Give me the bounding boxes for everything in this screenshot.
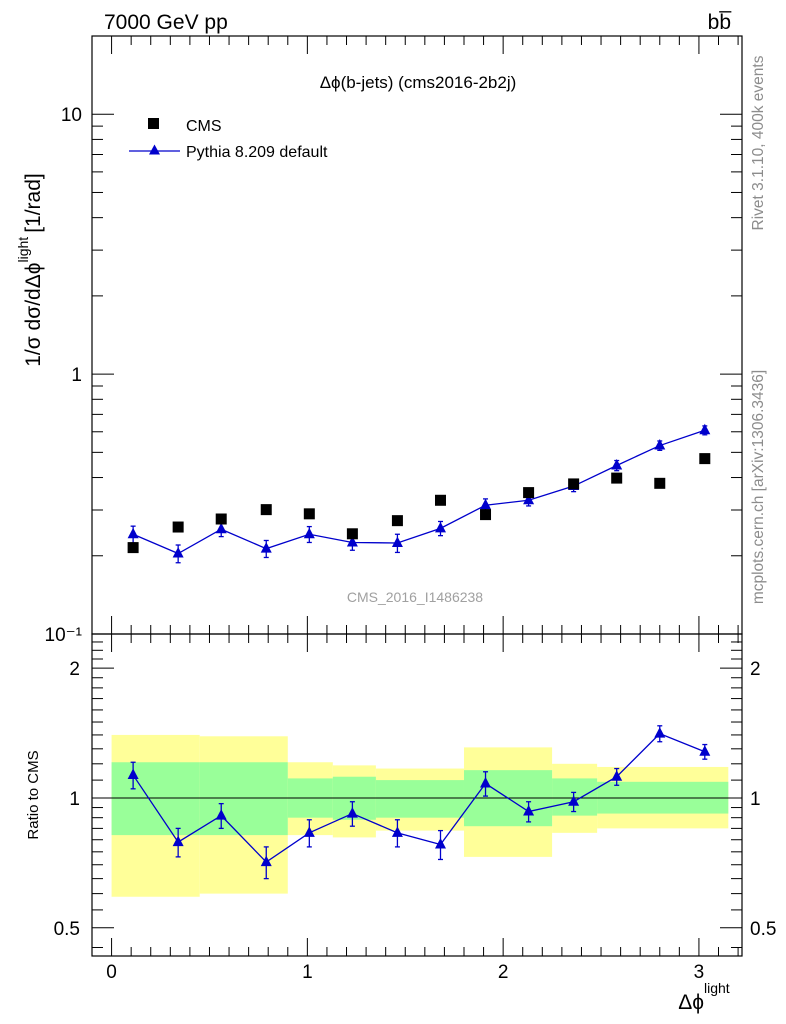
pythia-main-point [391, 536, 403, 547]
pythia-ratio-point [215, 809, 227, 820]
y-axis-label-unit: [1/rad] [22, 173, 45, 233]
ratio-y-tick-label: 2 [69, 659, 80, 680]
ratio-y-tick-label-right: 1 [750, 789, 761, 810]
pythia-ratio-point [611, 770, 623, 781]
cms-data-point [260, 504, 272, 516]
ratio-band-green [199, 762, 288, 836]
legend-cms-marker [148, 118, 159, 129]
cms-data-point [303, 508, 315, 520]
ratio-band-green [375, 780, 464, 818]
cms-data-point [699, 453, 711, 465]
pythia-main-point [654, 439, 666, 450]
ratio-y-tick-label-right: 2 [750, 659, 761, 680]
pythia-main-point [699, 423, 711, 435]
header-left: 7000 GeV pp [104, 11, 228, 34]
pythia-main-point [346, 535, 358, 547]
x-tick-label: 2 [498, 962, 509, 983]
x-tick-label: 3 [694, 962, 705, 983]
pythia-main-point [303, 527, 315, 539]
cms-data-point [523, 487, 535, 499]
pythia-main-point [434, 521, 446, 533]
legend: CMS Pythia 8.209 default [129, 118, 328, 161]
pythia-main-point [611, 459, 623, 470]
cms-data-point [127, 542, 139, 554]
pythia-ratio-point [523, 805, 535, 816]
ratio-y-tick-label: 1 [69, 789, 80, 810]
ratio-panel: Ratio to CMS 1 1 2 2 0.5 0.5 [25, 633, 776, 957]
main-panel: Δϕ(b-jets) (cms2016-2b2j) CMS_2016_I1486… [15, 35, 743, 646]
y-tick-label: 10⁻¹ [45, 625, 83, 646]
ratio-band-green [552, 778, 598, 816]
mcplots-label: mcplots.cern.ch [arXiv:1306.3436] [750, 370, 767, 604]
cms-data-point [568, 478, 580, 490]
cms-data-point [391, 515, 403, 527]
legend-pythia-label: Pythia 8.209 default [186, 144, 328, 161]
rivet-version-label: Rivet 3.1.10, 400k events [750, 55, 767, 230]
pythia-ratio-point [346, 807, 358, 818]
pythia-main-point [172, 547, 184, 558]
pythia-ratio-point [303, 826, 315, 837]
x-axis-label: Δϕ [678, 991, 704, 1014]
cms-data-point [434, 494, 446, 506]
cms-data-point [654, 477, 666, 489]
pythia-main-point [215, 522, 227, 534]
cms-data-point [611, 472, 623, 484]
y-axis-label: 1/σ dσ/dΔϕlight [1/rad] [15, 173, 45, 367]
pythia-ratio-point [127, 768, 139, 780]
ratio-y-tick-label: 0.5 [54, 919, 80, 940]
ratio-band-green [111, 762, 200, 836]
pythia-main-point [480, 498, 492, 510]
pythia-main-point [260, 542, 272, 553]
legend-cms-label: CMS [186, 118, 222, 135]
pythia-ratio-point [434, 837, 446, 849]
x-tick-label: 1 [302, 962, 313, 983]
x-axis-label-main: Δϕ [678, 991, 704, 1014]
pythia-ratio-point [654, 727, 666, 738]
ratio-y-tick-label-right: 0.5 [750, 919, 776, 940]
y-axis-label-sup: light [15, 237, 31, 263]
legend-pythia-marker [149, 144, 160, 155]
cms-data-point [172, 521, 184, 533]
main-title: Δϕ(b-jets) (cms2016-2b2j) [320, 73, 517, 92]
x-tick-label: 0 [106, 962, 117, 983]
x-axis-label-sup: light [704, 980, 730, 996]
pythia-ratio-point [260, 855, 272, 867]
cms-data-point [480, 509, 492, 521]
y-tick-label: 10 [61, 105, 82, 126]
y-axis-label-main: 1/σ dσ/dΔϕ [22, 262, 45, 366]
ratio-plot-frame [91, 633, 743, 957]
y-tick-label: 1 [71, 365, 82, 386]
header-right: bb̅ [708, 11, 733, 34]
pythia-main-point [523, 493, 535, 505]
analysis-watermark: CMS_2016_I1486238 [347, 589, 483, 605]
pythia-ratio-point [391, 826, 403, 837]
cms-data-point [346, 528, 358, 540]
ratio-y-axis-label: Ratio to CMS [25, 750, 42, 839]
pythia-ratio-point [480, 777, 492, 788]
pythia-ratio-point [172, 835, 184, 847]
cms-data-point [215, 513, 227, 525]
pythia-main-line [132, 429, 706, 555]
pythia-main-point [127, 527, 139, 539]
svg-text:1/σ dσ/dΔϕlight[1/rad]: 1/σ dσ/dΔϕlight [1/rad] [15, 173, 45, 367]
pythia-ratio-point [699, 745, 711, 756]
pythia-ratio-point [568, 795, 580, 806]
pythia-ratio-line [132, 732, 706, 863]
